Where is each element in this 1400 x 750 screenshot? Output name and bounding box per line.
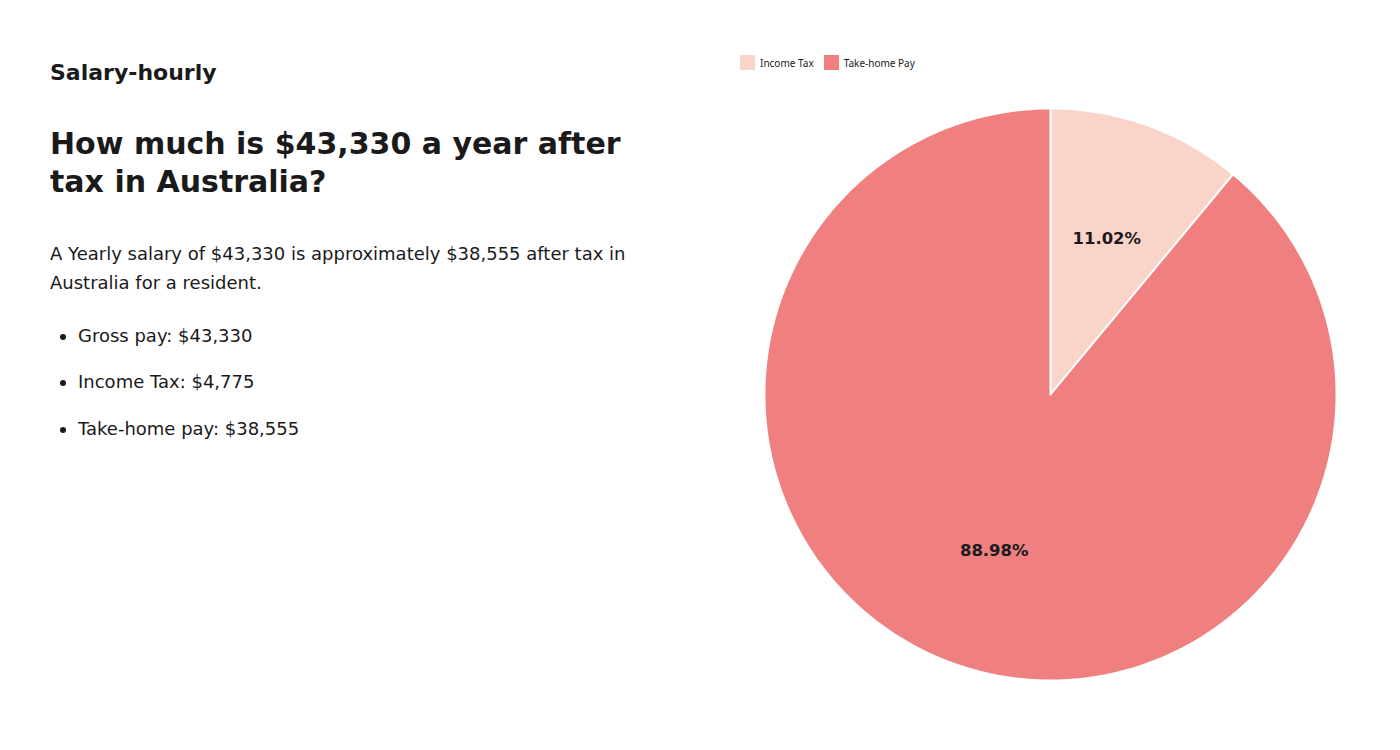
html-text:Income Tax: Income Tax [760, 55, 814, 70]
html-text:Take-home pay: $38,555: Take-home pay: $38,555 [78, 418, 300, 440]
html-text:Gross pay: $43,330: Gross pay: $43,330 [78, 324, 253, 346]
html-text:Income Tax: $4,775: Income Tax: $4,775 [78, 371, 255, 393]
svg-text:88.98%: 88.98% [960, 541, 1029, 560]
html-text:A Yearly salary of $43,330 is: A Yearly salary of $43,330 is approximat… [50, 243, 626, 293]
svg-text:11.02%: 11.02% [1073, 229, 1142, 248]
html-text:Take-home Pay: Take-home Pay [843, 55, 915, 70]
html-text:Salary-hourly: Salary-hourly [50, 60, 217, 85]
html-text:How much is $43,330 a year aft: How much is $43,330 a year after tax in … [50, 126, 621, 199]
